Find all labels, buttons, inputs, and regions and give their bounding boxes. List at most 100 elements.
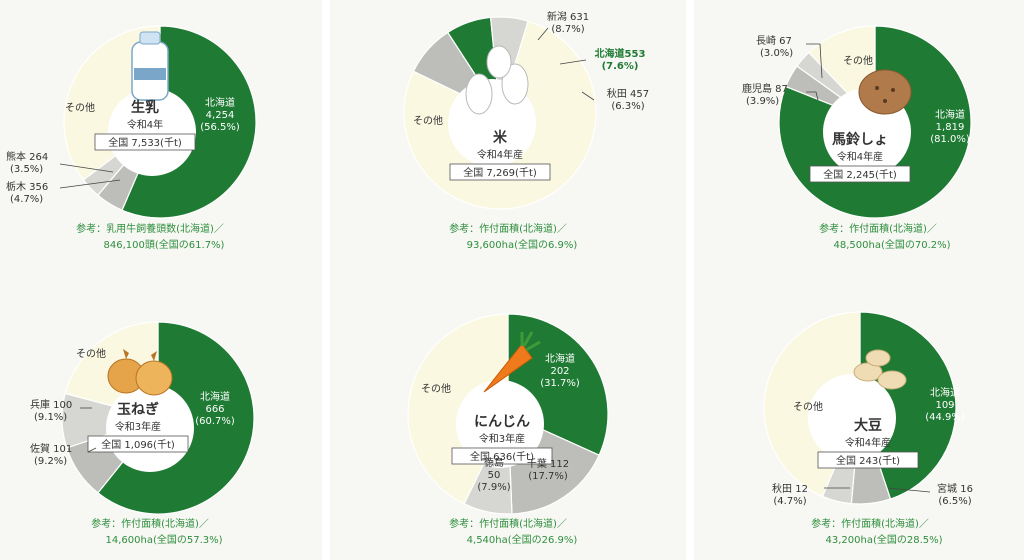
note-line: 14,600ha(全国の57.3%) — [105, 533, 222, 546]
slice-percent: (7.9%) — [477, 482, 510, 493]
chart-subtitle: 令和4年産 — [845, 436, 891, 449]
chart-subtitle: 令和4年 — [127, 118, 163, 131]
soybean-icon — [853, 349, 907, 390]
slice-label: その他 — [413, 114, 443, 127]
slice-label: 長崎 67 — [756, 34, 792, 47]
leader-line — [59, 179, 121, 189]
rice-grain-icon — [465, 45, 529, 115]
note-line: 参考：作付面積(北海道)／ — [811, 517, 929, 530]
note-line: 参考：作付面積(北海道)／ — [91, 517, 209, 530]
slice-label: 鹿児島 87 — [742, 82, 788, 95]
note-line: 846,100頭(全国の61.7%) — [104, 238, 225, 251]
slice-label: その他 — [843, 54, 873, 67]
leader-line — [559, 59, 587, 65]
slice-label: 宮城 16 — [937, 482, 973, 495]
note-line: 93,600ha(全国の6.9%) — [467, 238, 578, 251]
slice-label: 栃木 356 — [6, 180, 48, 193]
milk-bottle-icon — [131, 31, 169, 101]
leader-line — [537, 27, 549, 41]
slice-percent: (8.7%) — [551, 24, 584, 35]
note-line: 48,500ha(全国の70.2%) — [833, 238, 950, 251]
slice-percent: (4.7%) — [10, 194, 43, 205]
total-box — [809, 165, 911, 183]
leader-line — [87, 447, 97, 453]
chart-title: 米 — [493, 129, 508, 146]
note-line: 参考：作付面積(北海道)／ — [449, 222, 567, 235]
slice-label: その他 — [421, 382, 451, 395]
total-box — [449, 163, 551, 181]
slice-label: 徳島 — [484, 456, 504, 469]
slice-label: 北海道 — [935, 108, 965, 121]
slice-percent: (3.0%) — [760, 48, 793, 59]
onion-icon — [107, 349, 173, 396]
chart-title: にんじん — [474, 414, 530, 430]
chart-subtitle: 令和3年産 — [115, 420, 161, 433]
note-line: 参考：乳用牛飼養頭数(北海道)／ — [76, 222, 224, 235]
slice-value: 666 — [205, 404, 224, 415]
pie-center-hub — [456, 380, 544, 468]
slice-label: 北海道 — [200, 390, 230, 403]
slice-label: 新潟 631 — [547, 10, 589, 23]
slice-label: 秋田 457 — [607, 87, 649, 100]
chart-total: 全国 7,269(千t) — [463, 166, 537, 179]
leader-line — [887, 487, 931, 493]
leader-line — [59, 163, 114, 173]
slice-value: 202 — [550, 366, 569, 377]
total-box — [94, 133, 196, 151]
slice-label: その他 — [76, 347, 106, 360]
chart-subtitle: 令和3年産 — [479, 432, 525, 445]
slice-label: 熊本 264 — [6, 150, 48, 163]
leader-line — [581, 91, 595, 101]
slice-value: 50 — [488, 470, 501, 481]
chart-total: 全国 7,533(千t) — [108, 136, 182, 149]
chart-total: 全国 2,245(千t) — [823, 168, 897, 181]
chart-total: 全国 1,096(千t) — [101, 438, 175, 451]
slice-label: 秋田 12 — [772, 482, 808, 495]
chart-title: 生乳 — [131, 99, 159, 116]
slice-percent: (60.7%) — [195, 416, 235, 427]
slice-percent: (9.2%) — [34, 456, 67, 467]
leader-line — [806, 43, 823, 79]
note-line: 参考：作付面積(北海道)／ — [819, 222, 937, 235]
slice-percent: (31.7%) — [540, 378, 580, 389]
chart-title: 大豆 — [854, 417, 882, 434]
slice-label: その他 — [65, 101, 95, 114]
slice-percent: (6.3%) — [611, 101, 644, 112]
slice-value: 1,819 — [936, 122, 965, 133]
slice-label: 佐賀 101 — [30, 443, 72, 455]
total-box — [817, 451, 919, 469]
carrot-icon — [483, 331, 541, 393]
slice-percent: (81.0%) — [930, 134, 970, 145]
slice-label: 千葉 112 — [527, 457, 569, 470]
slice-percent: (17.7%) — [528, 471, 568, 482]
slice-label: 兵庫 100 — [30, 398, 72, 411]
pie-center-hub — [808, 374, 896, 462]
potato-icon — [858, 69, 912, 115]
chart-subtitle: 令和4年産 — [837, 150, 883, 163]
slice-value: 4,254 — [206, 110, 235, 121]
leader-line — [806, 91, 819, 101]
chart-title: 馬鈴しょ — [832, 131, 888, 148]
slice-percent: (7.6%) — [602, 61, 639, 72]
total-box — [451, 447, 553, 465]
chart-total: 全国 636(千t) — [470, 450, 534, 463]
note-line: 43,200ha(全国の28.5%) — [825, 533, 942, 546]
note-line: 4,540ha(全国の26.9%) — [467, 533, 578, 546]
chart-total: 全国 243(千t) — [836, 454, 900, 467]
slice-percent: (44.9%) — [925, 412, 965, 423]
slice-percent: (3.5%) — [10, 164, 43, 175]
chart-title: 玉ねぎ — [117, 401, 159, 418]
chart-subtitle: 令和4年産 — [477, 148, 523, 161]
slice-percent: (3.9%) — [746, 96, 779, 107]
slice-label: 北海道 — [930, 386, 960, 399]
slice-label: 北海道 — [205, 96, 235, 109]
slice-label: 北海道 — [545, 352, 575, 365]
